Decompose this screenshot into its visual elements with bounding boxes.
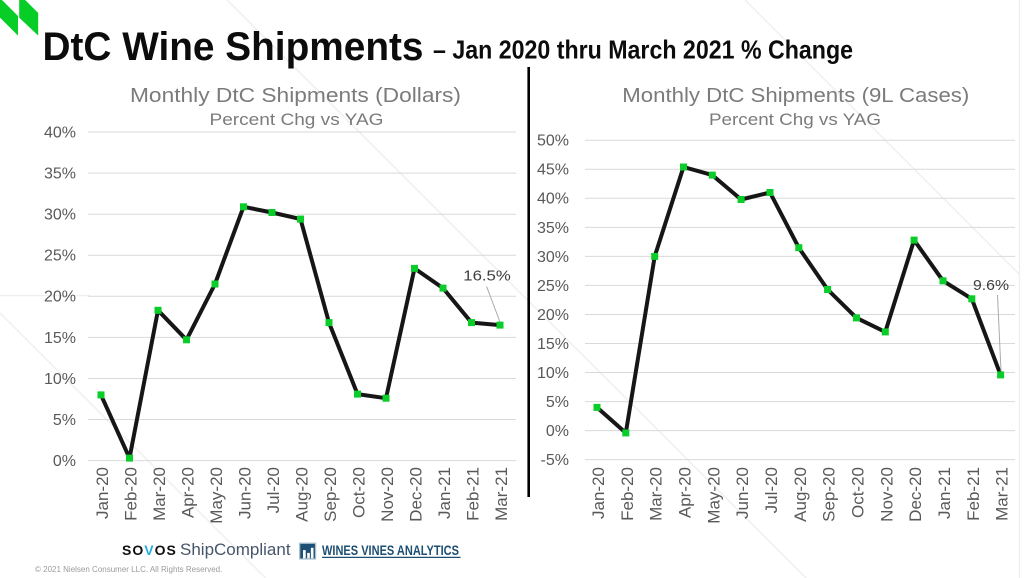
svg-text:Nov-20: Nov-20 <box>877 467 896 522</box>
svg-text:© 2021 Nielsen Consumer LLC. A: © 2021 Nielsen Consumer LLC. All Rights … <box>35 565 222 574</box>
svg-text:Jul-20: Jul-20 <box>762 467 781 513</box>
svg-text:9.6%: 9.6% <box>973 277 1009 294</box>
svg-text:25%: 25% <box>537 278 569 295</box>
svg-text:5%: 5% <box>546 394 569 411</box>
svg-text:Sep-20: Sep-20 <box>321 467 340 522</box>
svg-text:Apr-20: Apr-20 <box>179 467 198 518</box>
svg-text:25%: 25% <box>44 248 76 265</box>
svg-text:WINES VINES ANALYTICS: WINES VINES ANALYTICS <box>322 542 459 558</box>
svg-text:DtC Wine Shipments: DtC Wine Shipments <box>43 25 424 69</box>
svg-text:Aug-20: Aug-20 <box>791 467 810 522</box>
svg-text:Jun-20: Jun-20 <box>733 467 752 519</box>
svg-text:Jan-20: Jan-20 <box>93 467 112 519</box>
svg-text:Mar-20: Mar-20 <box>150 467 169 521</box>
svg-text:30%: 30% <box>44 207 76 224</box>
svg-text:45%: 45% <box>537 162 569 179</box>
svg-text:Monthly DtC Shipments (Dollars: Monthly DtC Shipments (Dollars) <box>130 85 461 107</box>
svg-text:Percent Chg vs YAG: Percent Chg vs YAG <box>709 110 881 129</box>
svg-text:15%: 15% <box>44 330 76 347</box>
svg-text:Aug-20: Aug-20 <box>293 467 312 522</box>
svg-text:35%: 35% <box>537 220 569 237</box>
svg-text:0%: 0% <box>53 453 76 470</box>
svg-text:Percent Chg vs YAG: Percent Chg vs YAG <box>210 110 384 129</box>
svg-text:SOVOS: SOVOS <box>122 542 177 558</box>
svg-text:50%: 50% <box>537 133 569 150</box>
svg-text:15%: 15% <box>537 336 569 353</box>
svg-text:– Jan 2020 thru March 2021 % C: – Jan 2020 thru March 2021 % Change <box>433 35 853 65</box>
svg-text:0%: 0% <box>546 423 569 440</box>
svg-text:Oct-20: Oct-20 <box>350 467 369 518</box>
svg-text:May-20: May-20 <box>704 467 723 524</box>
svg-text:Feb-20: Feb-20 <box>122 467 141 521</box>
svg-text:30%: 30% <box>537 249 569 266</box>
svg-text:10%: 10% <box>537 365 569 382</box>
svg-text:Dec-20: Dec-20 <box>906 467 925 522</box>
svg-text:Jul-20: Jul-20 <box>264 467 283 513</box>
svg-text:Monthly DtC Shipments (9L Case: Monthly DtC Shipments (9L Cases) <box>622 85 969 107</box>
svg-text:-5%: -5% <box>541 452 569 469</box>
svg-text:Feb-21: Feb-21 <box>464 467 483 521</box>
svg-text:Apr-20: Apr-20 <box>676 467 695 518</box>
svg-text:Sep-20: Sep-20 <box>820 467 839 522</box>
svg-text:16.5%: 16.5% <box>463 268 511 285</box>
svg-text:40%: 40% <box>44 124 76 141</box>
svg-text:Jan-21: Jan-21 <box>935 467 954 519</box>
svg-text:Feb-20: Feb-20 <box>618 467 637 521</box>
svg-text:Jan-21: Jan-21 <box>435 467 454 519</box>
svg-text:Nov-20: Nov-20 <box>378 467 397 522</box>
svg-text:40%: 40% <box>537 191 569 208</box>
svg-text:Oct-20: Oct-20 <box>849 467 868 518</box>
svg-text:Feb-21: Feb-21 <box>964 467 983 521</box>
svg-text:20%: 20% <box>44 289 76 306</box>
svg-text:20%: 20% <box>537 307 569 324</box>
svg-text:Mar-20: Mar-20 <box>647 467 666 521</box>
svg-text:Jan-20: Jan-20 <box>589 467 608 519</box>
svg-text:May-20: May-20 <box>207 467 226 524</box>
svg-text:10%: 10% <box>44 371 76 388</box>
svg-text:Dec-20: Dec-20 <box>407 467 426 522</box>
svg-text:ShipCompliant: ShipCompliant <box>180 540 291 559</box>
svg-text:35%: 35% <box>44 166 76 183</box>
svg-text:Jun-20: Jun-20 <box>236 467 255 519</box>
svg-text:Mar-21: Mar-21 <box>993 467 1012 521</box>
svg-text:Mar-21: Mar-21 <box>492 467 511 521</box>
svg-text:5%: 5% <box>53 412 76 429</box>
